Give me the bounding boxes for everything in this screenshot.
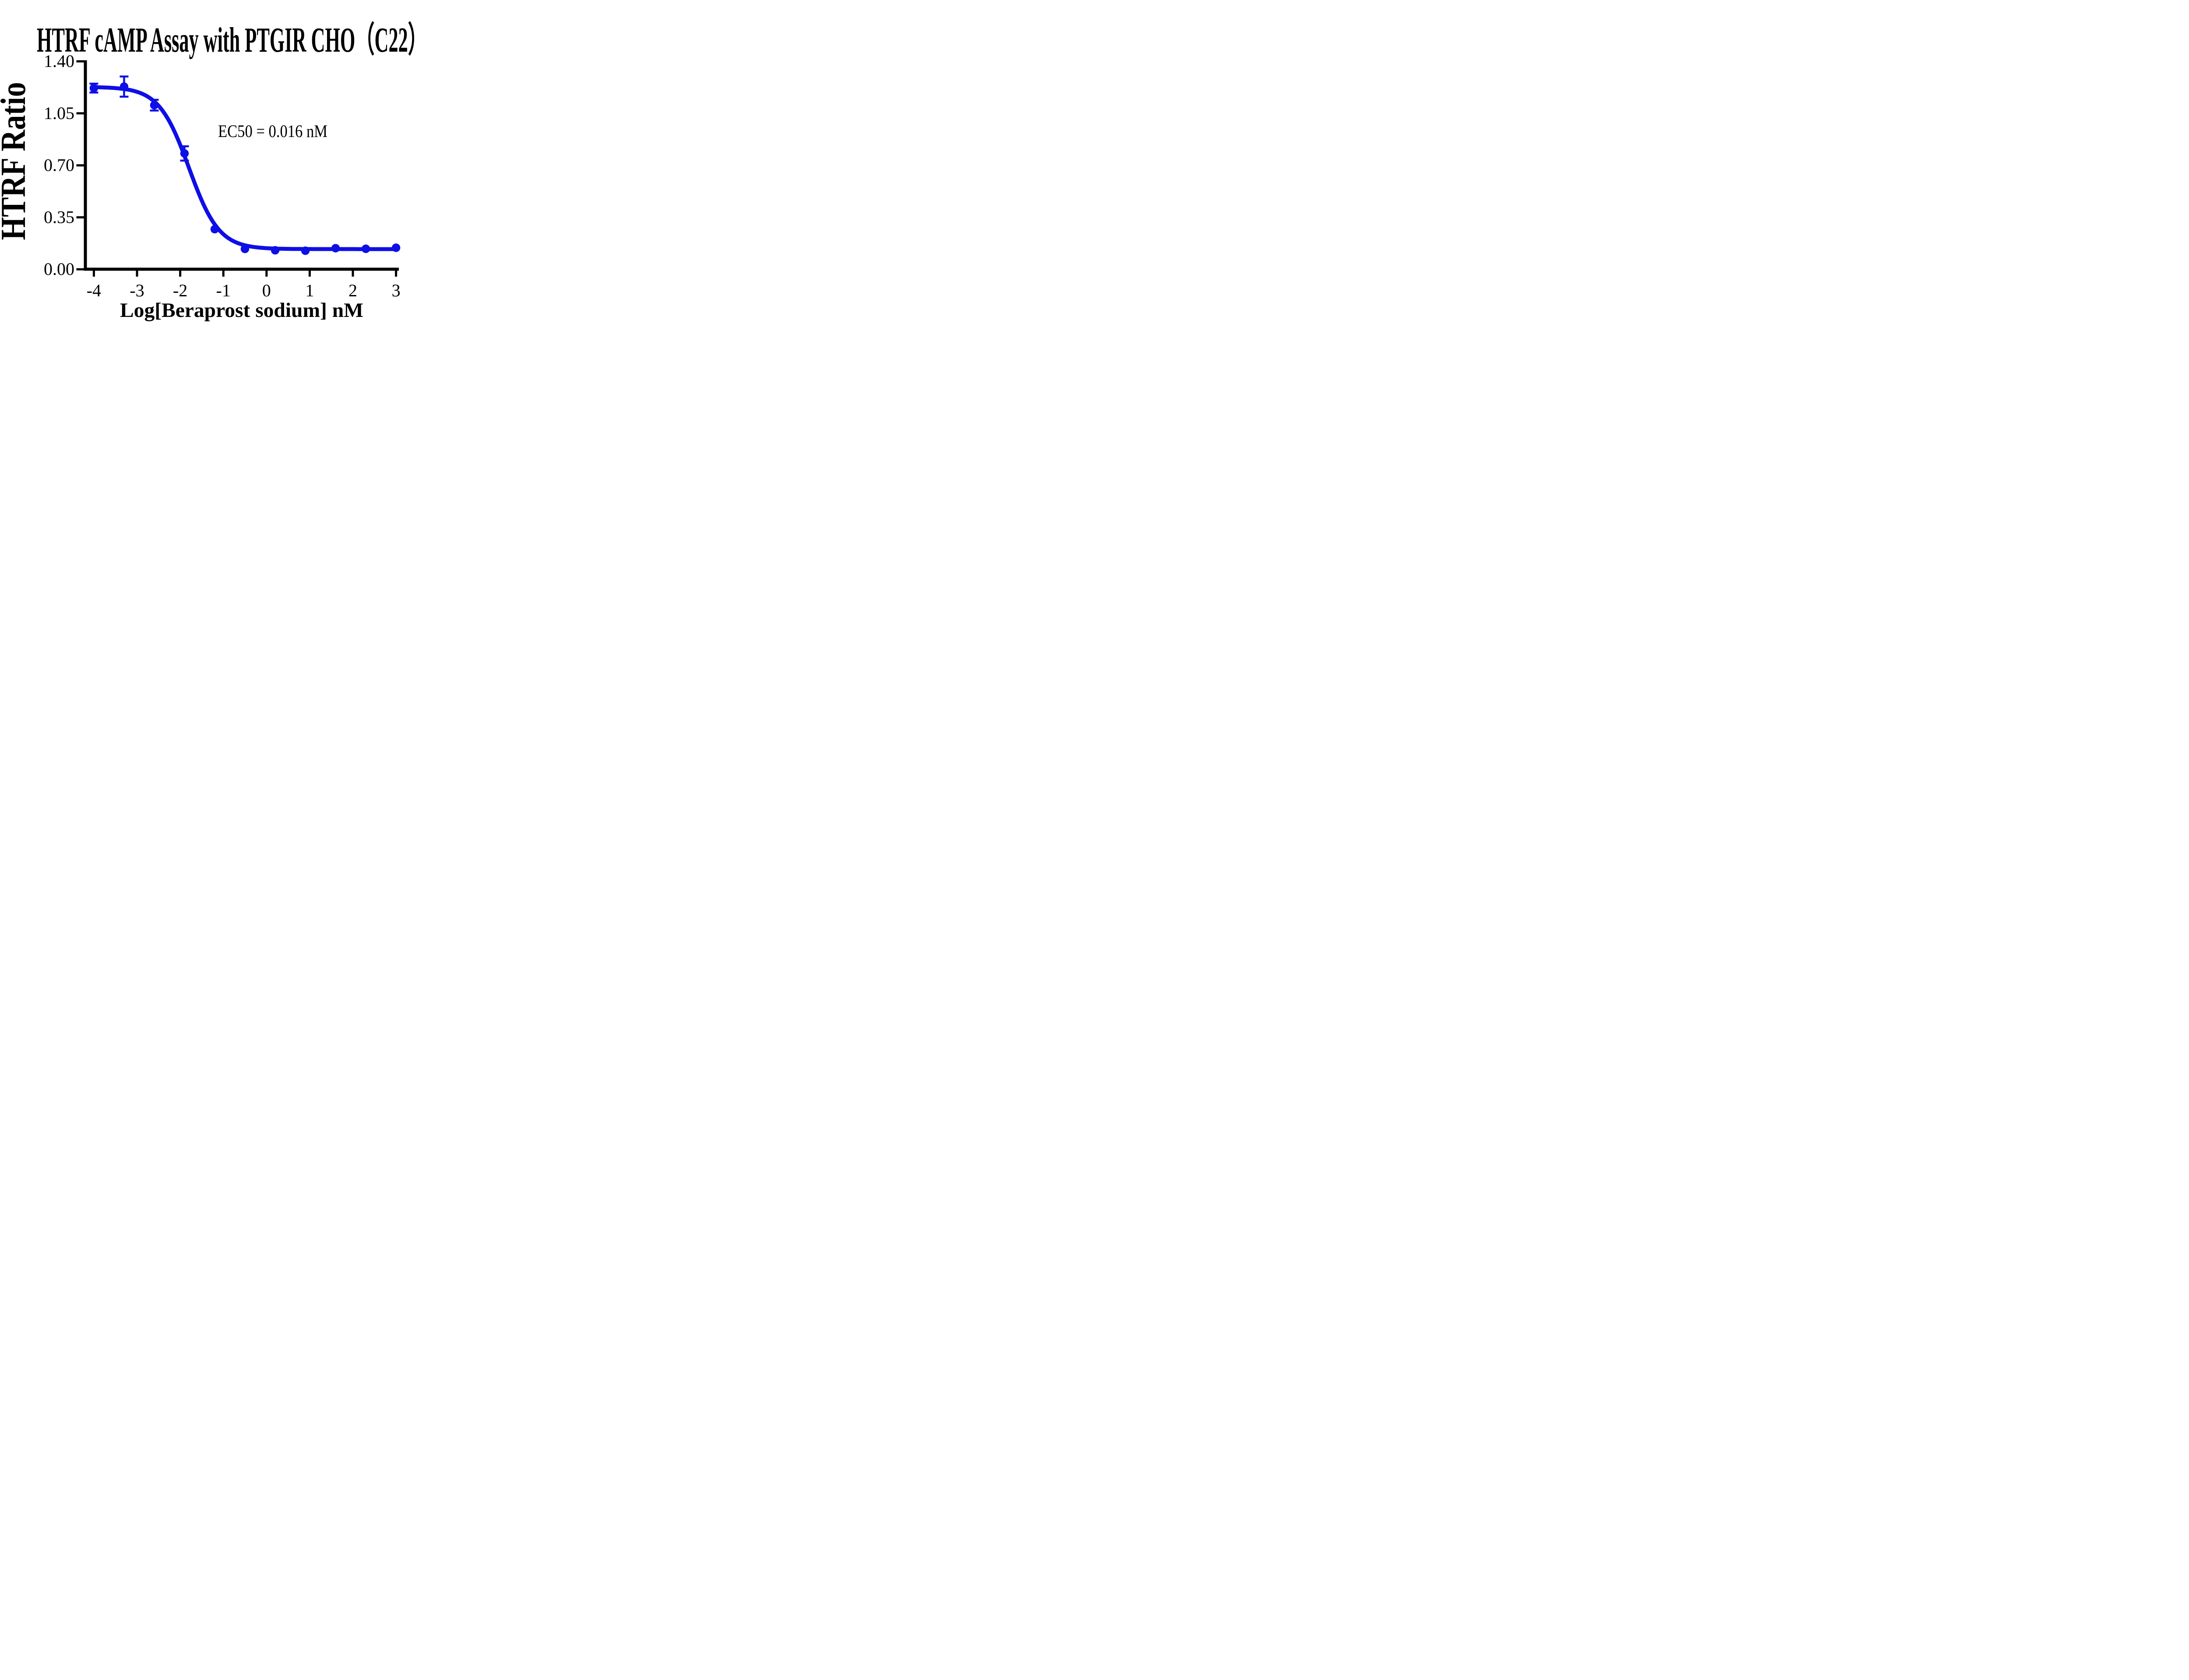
x-tick-label: -4 <box>87 281 101 300</box>
y-tick-label: 1.40 <box>44 51 74 71</box>
data-point-marker <box>301 246 310 255</box>
x-tick-label: -3 <box>130 281 144 300</box>
x-tick-label: 2 <box>348 281 357 300</box>
data-point-marker <box>120 82 129 91</box>
x-axis-label: Log[Beraprost sodium] nM <box>120 299 363 322</box>
plot-series <box>89 75 401 255</box>
x-tick-label: 0 <box>262 281 271 300</box>
data-point-marker <box>150 101 159 109</box>
x-tick-label: 3 <box>392 281 401 300</box>
y-tick-label: 0.00 <box>44 259 74 279</box>
x-tick-label: 1 <box>305 281 314 300</box>
data-point-marker <box>180 149 189 158</box>
data-point-marker <box>89 84 99 92</box>
ec50-annotation: EC50 = 0.016 nM <box>218 121 327 141</box>
figure: HTRF cAMP Assay with PTGIR CHO（C22） HTRF… <box>0 0 461 336</box>
x-tick-label: -2 <box>173 281 187 300</box>
data-point-marker <box>271 246 280 255</box>
data-point-marker <box>210 225 219 234</box>
chart-title: HTRF cAMP Assay with PTGIR CHO（C22） <box>37 21 427 60</box>
axes: 1.40 1.05 0.70 0.35 0.00 -4 -3 -2 -1 0 1 2 3 <box>44 51 401 300</box>
data-point-marker <box>361 244 370 253</box>
y-tick-label: 0.35 <box>44 207 74 227</box>
data-point-marker <box>240 245 250 253</box>
y-tick-label: 0.70 <box>44 155 74 175</box>
data-point-marker <box>391 243 401 252</box>
fit-curve <box>92 85 398 251</box>
y-tick-label: 1.05 <box>44 103 74 123</box>
data-point-marker <box>331 244 340 253</box>
dose-response-chart: HTRF cAMP Assay with PTGIR CHO（C22） HTRF… <box>0 21 427 322</box>
x-tick-label: -1 <box>216 281 231 300</box>
y-axis-label: HTRF Ratio <box>0 82 33 240</box>
